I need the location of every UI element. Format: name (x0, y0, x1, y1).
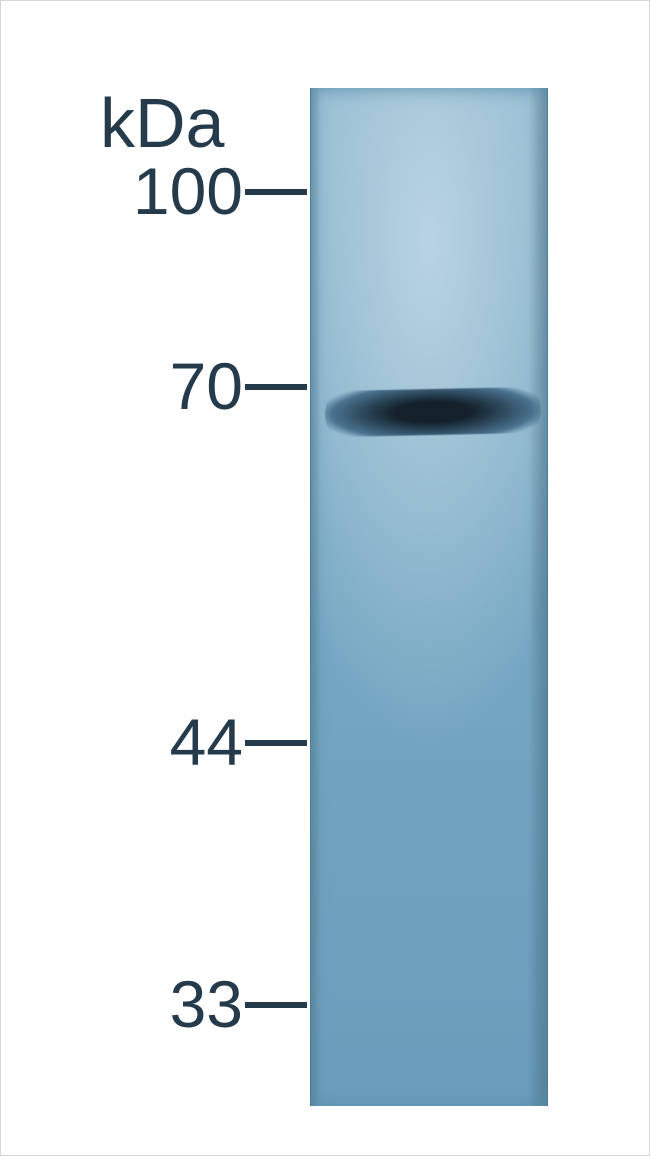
blot-lane (310, 88, 548, 1106)
mw-marker-label: 70 (0, 353, 243, 419)
mw-marker-tick (245, 740, 307, 746)
mw-marker-tick (245, 189, 307, 195)
mw-marker-tick (245, 384, 307, 390)
mw-marker-label: 100 (0, 158, 243, 224)
mw-marker-label: 33 (0, 971, 243, 1037)
axis-unit-label: kDa (100, 88, 224, 158)
blot-figure: kDa 100 70 44 33 (0, 0, 650, 1156)
protein-band (325, 387, 541, 438)
mw-marker-label: 44 (0, 709, 243, 775)
mw-marker-tick (245, 1002, 307, 1008)
